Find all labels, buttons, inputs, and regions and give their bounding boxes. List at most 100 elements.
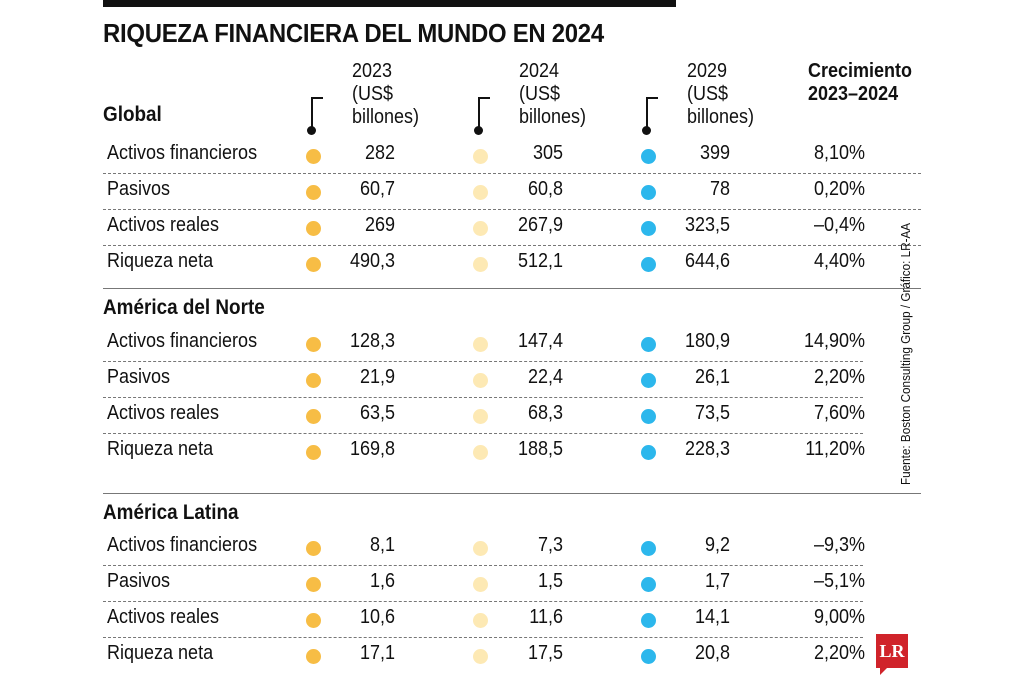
value-2024: 60,8 xyxy=(527,178,563,200)
table-row: Activos reales 10,6 11,6 14,1 9,00% xyxy=(103,602,921,638)
value-2029: 644,6 xyxy=(684,250,730,272)
value-growth: –9,3% xyxy=(813,534,865,556)
value-2029: 180,9 xyxy=(684,330,730,352)
value-2023: 169,8 xyxy=(349,438,395,460)
row-label: Activos financieros xyxy=(107,142,258,164)
column-header-2023-unit: (US$ xyxy=(352,83,394,105)
legend-dot-2024 xyxy=(473,649,488,664)
value-2029: 73,5 xyxy=(694,402,730,424)
legend-dot-2024 xyxy=(473,445,488,460)
column-header-2024-unit: (US$ xyxy=(519,83,561,105)
row-separator xyxy=(103,637,863,638)
legend-dot-2023 xyxy=(306,221,321,236)
value-growth: 0,20% xyxy=(813,178,865,200)
value-2023: 128,3 xyxy=(349,330,395,352)
value-2024: 68,3 xyxy=(527,402,563,424)
value-2024: 147,4 xyxy=(517,330,563,352)
row-label: Activos reales xyxy=(107,606,220,628)
legend-dot-2023 xyxy=(306,541,321,556)
row-label: Pasivos xyxy=(107,570,171,592)
value-2029: 9,2 xyxy=(704,534,730,556)
table-row: Activos financieros 282 305 399 8,10% xyxy=(103,138,921,174)
section-title-global: Global xyxy=(103,103,162,126)
value-2023: 282 xyxy=(364,142,395,164)
table-row: Riqueza neta 169,8 188,5 228,3 11,20% xyxy=(103,434,921,470)
legend-dot-2023 xyxy=(306,445,321,460)
column-header-2024-unit2: billones) xyxy=(519,106,587,128)
column-header-2029-unit2: billones) xyxy=(687,106,755,128)
value-2024: 22,4 xyxy=(527,366,563,388)
legend-dot-2024 xyxy=(473,257,488,272)
table-row: Activos reales 63,5 68,3 73,5 7,60% xyxy=(103,398,921,434)
value-2023: 17,1 xyxy=(359,642,395,664)
legend-dot-2029 xyxy=(641,445,656,460)
row-label: Pasivos xyxy=(107,366,171,388)
table-row: Pasivos 60,7 60,8 78 0,20% xyxy=(103,174,921,210)
value-2029: 1,7 xyxy=(704,570,730,592)
legend-dot-2023 xyxy=(306,373,321,388)
table-row: Riqueza neta 17,1 17,5 20,8 2,20% xyxy=(103,638,921,674)
legend-dot-2029 xyxy=(641,337,656,352)
legend-dot-2023 xyxy=(306,337,321,352)
legend-dot-2024 xyxy=(473,541,488,556)
value-2024: 17,5 xyxy=(527,642,563,664)
section-divider xyxy=(103,288,921,289)
row-label: Riqueza neta xyxy=(107,642,214,664)
row-separator xyxy=(103,601,863,602)
value-2029: 399 xyxy=(699,142,730,164)
row-separator xyxy=(103,209,921,210)
value-2024: 11,6 xyxy=(529,606,563,628)
legend-dot-2029 xyxy=(641,613,656,628)
value-2023: 63,5 xyxy=(359,402,395,424)
column-header-2029-unit: (US$ xyxy=(687,83,729,105)
value-growth: –0,4% xyxy=(813,214,865,236)
value-2024: 188,5 xyxy=(517,438,563,460)
column-header-growth: Crecimiento 2023–2024 xyxy=(808,60,912,106)
value-2023: 10,6 xyxy=(359,606,395,628)
table-row: Pasivos 1,6 1,5 1,7 –5,1% xyxy=(103,566,921,602)
row-label: Riqueza neta xyxy=(107,250,214,272)
lr-logo-text: LR xyxy=(879,641,905,661)
row-label: Riqueza neta xyxy=(107,438,214,460)
row-separator xyxy=(103,565,863,566)
legend-dot-2023 xyxy=(306,149,321,164)
legend-dot-2029 xyxy=(641,149,656,164)
section-title-america-del-norte: América del Norte xyxy=(103,296,265,319)
section-divider xyxy=(103,493,921,494)
value-2024: 305 xyxy=(532,142,563,164)
table-row: Activos reales 269 267,9 323,5 –0,4% xyxy=(103,210,921,246)
legend-dot-2024 xyxy=(473,373,488,388)
value-2029: 228,3 xyxy=(684,438,730,460)
row-label: Activos reales xyxy=(107,214,220,236)
value-2029: 14,1 xyxy=(694,606,730,628)
row-label: Activos reales xyxy=(107,402,220,424)
value-2023: 1,6 xyxy=(369,570,395,592)
row-label: Activos financieros xyxy=(107,330,258,352)
value-growth: 11,20% xyxy=(805,438,865,460)
column-header-growth-line2: 2023–2024 xyxy=(808,83,899,105)
value-2023: 490,3 xyxy=(349,250,395,272)
value-2029: 323,5 xyxy=(684,214,730,236)
lr-logo: LR xyxy=(876,634,908,675)
column-header-2029: 2029 (US$ billones) xyxy=(687,60,754,129)
legend-dot-2024 xyxy=(473,337,488,352)
value-2023: 8,1 xyxy=(369,534,395,556)
value-growth: 4,40% xyxy=(813,250,865,272)
legend-dot-2023 xyxy=(306,409,321,424)
table-row: Activos financieros 128,3 147,4 180,9 14,90% xyxy=(103,326,921,362)
value-growth: 8,10% xyxy=(813,142,865,164)
row-separator xyxy=(103,173,921,174)
legend-dot-2023 xyxy=(306,649,321,664)
value-2024: 512,1 xyxy=(517,250,563,272)
value-2024: 1,5 xyxy=(537,570,563,592)
row-label: Pasivos xyxy=(107,178,171,200)
column-header-2024-year: 2024 xyxy=(519,60,560,82)
legend-dot-2024 xyxy=(473,185,488,200)
column-header-2024: 2024 (US$ billones) xyxy=(519,60,586,129)
row-label: Activos financieros xyxy=(107,534,258,556)
value-2029: 26,1 xyxy=(694,366,730,388)
column-header-2023-year: 2023 xyxy=(352,60,393,82)
row-separator xyxy=(103,397,863,398)
legend-dot-2024 xyxy=(473,613,488,628)
section-title-america-latina: América Latina xyxy=(103,501,239,524)
